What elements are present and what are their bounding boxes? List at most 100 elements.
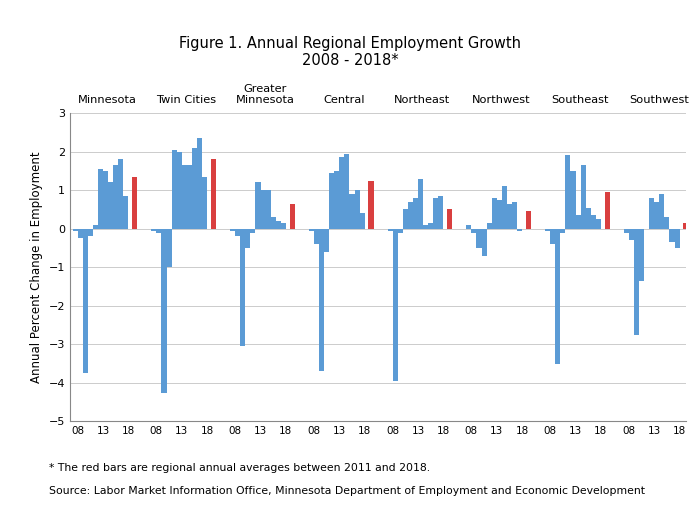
Bar — [309, 229, 314, 231]
Bar — [418, 178, 423, 229]
Text: Southwest: Southwest — [629, 96, 689, 105]
Bar — [156, 229, 162, 232]
Text: Southeast: Southeast — [551, 96, 609, 105]
Bar — [649, 198, 654, 229]
Text: Twin Cities: Twin Cities — [156, 96, 216, 105]
Bar — [566, 155, 570, 229]
Bar — [664, 217, 669, 229]
Text: * The red bars are regional annual averages between 2011 and 2018.: * The red bars are regional annual avera… — [49, 463, 430, 472]
Bar — [591, 215, 596, 229]
Bar — [276, 221, 281, 229]
Bar — [550, 229, 555, 244]
Bar — [575, 215, 580, 229]
Bar — [256, 182, 260, 229]
Bar — [83, 229, 88, 373]
Bar — [192, 148, 197, 229]
Bar — [517, 229, 522, 231]
Bar — [211, 159, 216, 229]
Bar — [88, 229, 93, 236]
Bar — [340, 157, 344, 229]
Bar — [360, 213, 365, 229]
Bar — [659, 194, 664, 229]
Bar — [477, 229, 482, 248]
Bar — [486, 223, 491, 229]
Bar — [118, 159, 123, 229]
Bar — [388, 229, 393, 231]
Bar — [197, 138, 202, 229]
Bar — [560, 229, 566, 232]
Bar — [624, 229, 629, 232]
Bar — [654, 201, 659, 229]
Bar — [428, 223, 433, 229]
Text: Northeast: Northeast — [394, 96, 451, 105]
Bar — [545, 229, 550, 231]
Bar — [271, 217, 276, 229]
Bar — [329, 173, 334, 229]
Bar — [349, 194, 354, 229]
Bar — [675, 229, 680, 248]
Bar — [73, 229, 78, 231]
Bar — [438, 196, 443, 229]
Bar — [512, 201, 517, 229]
Bar — [314, 229, 319, 244]
Bar — [334, 171, 340, 229]
Bar — [281, 223, 286, 229]
Bar — [230, 229, 235, 231]
Bar — [167, 229, 172, 267]
Bar — [639, 229, 644, 281]
Bar — [491, 198, 497, 229]
Bar — [413, 198, 418, 229]
Bar — [354, 190, 360, 229]
Bar — [634, 229, 639, 335]
Bar — [103, 171, 108, 229]
Bar — [526, 211, 531, 229]
Text: Northwest: Northwest — [472, 96, 531, 105]
Bar — [78, 229, 83, 238]
Text: Source: Labor Market Information Office, Minnesota Department of Employment and : Source: Labor Market Information Office,… — [49, 486, 645, 495]
Bar — [683, 223, 689, 229]
Bar — [324, 229, 329, 252]
Bar — [245, 229, 251, 248]
Bar — [580, 165, 586, 229]
Text: Central: Central — [323, 96, 365, 105]
Bar — [466, 225, 471, 229]
Bar — [108, 182, 113, 229]
Bar — [290, 204, 295, 229]
Bar — [113, 165, 118, 229]
Bar — [423, 225, 428, 229]
Bar — [570, 171, 575, 229]
Bar — [669, 229, 675, 242]
Text: Greater
Minnesota: Greater Minnesota — [235, 84, 295, 105]
Bar — [235, 229, 240, 236]
Bar — [507, 204, 512, 229]
Bar — [368, 180, 374, 229]
Bar — [123, 196, 128, 229]
Bar — [172, 150, 176, 229]
Bar — [402, 210, 408, 229]
Bar — [240, 229, 245, 346]
Text: Minnesota: Minnesota — [78, 96, 137, 105]
Bar — [433, 198, 438, 229]
Bar — [319, 229, 324, 371]
Bar — [398, 229, 402, 232]
Bar — [605, 192, 610, 229]
Bar — [393, 229, 398, 381]
Bar — [408, 201, 413, 229]
Bar — [471, 229, 477, 232]
Text: Figure 1. Annual Regional Employment Growth
2008 - 2018*: Figure 1. Annual Regional Employment Gro… — [179, 36, 521, 68]
Bar — [98, 169, 103, 229]
Bar — [586, 208, 591, 229]
Bar — [629, 229, 634, 240]
Bar — [182, 165, 187, 229]
Bar — [502, 186, 507, 229]
Bar — [596, 219, 601, 229]
Bar — [151, 229, 156, 231]
Bar — [260, 190, 265, 229]
Bar — [93, 225, 98, 229]
Bar — [482, 229, 486, 255]
Bar — [251, 229, 256, 232]
Bar — [176, 152, 182, 229]
Bar — [497, 200, 502, 229]
Bar — [344, 154, 349, 229]
Bar — [265, 190, 271, 229]
